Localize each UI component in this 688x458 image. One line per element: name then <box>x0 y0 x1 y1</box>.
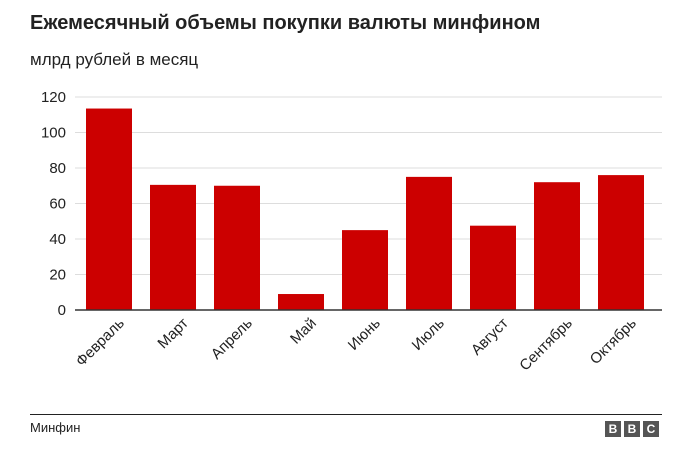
bbc-logo: B B C <box>605 421 659 437</box>
footer-divider <box>30 414 662 415</box>
bbc-logo-letter: C <box>643 421 659 437</box>
x-tick-label: Июнь <box>345 315 384 354</box>
chart-title: Ежемесячный объемы покупки валюты минфин… <box>30 12 541 34</box>
y-tick-label: 80 <box>49 160 66 177</box>
bar <box>86 108 132 310</box>
bar <box>470 225 516 310</box>
y-tick-label: 60 <box>49 196 66 213</box>
bbc-logo-letter: B <box>605 421 621 437</box>
chart-subtitle: млрд рублей в месяц <box>30 50 199 69</box>
x-tick-label: Октябрь <box>587 315 640 368</box>
y-tick-label: 20 <box>49 267 66 284</box>
y-tick-label: 40 <box>49 231 66 248</box>
x-tick-label: Март <box>154 315 191 352</box>
y-tick-label: 120 <box>41 89 66 106</box>
bar <box>534 182 580 310</box>
x-tick-label: Июль <box>409 315 448 354</box>
bar-chart: 0 20 40 60 80 100 120 Февраль Март Апрель Май Июнь И… <box>41 89 662 375</box>
x-tick-label: Февраль <box>73 315 128 370</box>
x-tick-label: Апрель <box>208 315 256 363</box>
x-tick-label: Сентябрь <box>516 315 576 375</box>
bar <box>214 185 260 310</box>
bar <box>406 176 452 310</box>
y-tick-label: 0 <box>58 302 66 319</box>
bar <box>278 294 324 310</box>
x-tick-label: Август <box>468 315 512 359</box>
x-tick-label: Май <box>287 315 320 348</box>
y-tick-label: 100 <box>41 125 66 142</box>
bar <box>150 184 196 310</box>
bar <box>342 230 388 310</box>
bar <box>598 175 644 310</box>
source-label: Минфин <box>30 420 81 435</box>
bbc-logo-letter: B <box>624 421 640 437</box>
